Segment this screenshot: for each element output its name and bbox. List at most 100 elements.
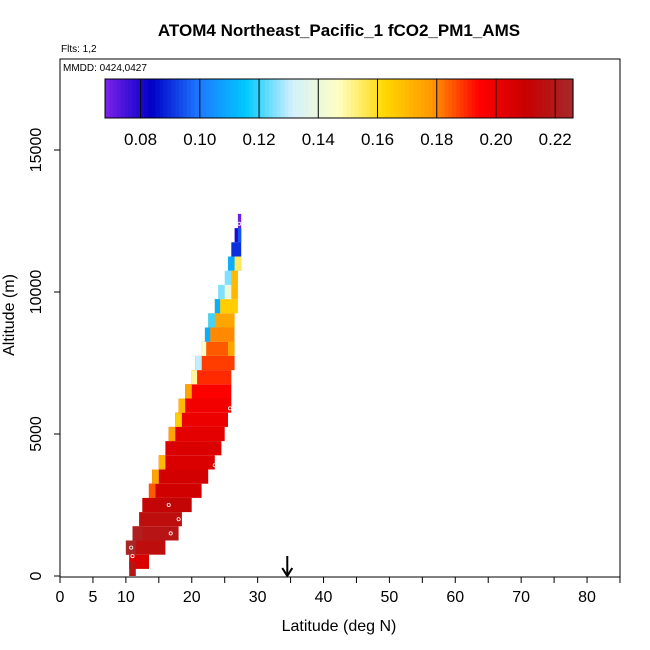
x-tick-label: 50 bbox=[381, 589, 399, 606]
colorbar-segment bbox=[124, 79, 129, 118]
profile-cell bbox=[168, 426, 225, 442]
colorbar-segment bbox=[565, 79, 570, 118]
x-tick-label: 0 bbox=[56, 589, 65, 606]
data-point bbox=[212, 463, 217, 468]
colorbar-segment bbox=[218, 79, 223, 118]
profile-cell bbox=[165, 441, 222, 456]
colorbar-segment bbox=[264, 79, 270, 118]
colorbar-segment bbox=[214, 79, 219, 118]
colorbar-segment bbox=[401, 79, 406, 118]
profile-cells bbox=[125, 213, 242, 569]
colorbar-segment bbox=[151, 79, 157, 118]
colorbar-segment bbox=[186, 79, 192, 118]
colorbar-segment bbox=[245, 79, 250, 118]
data-point bbox=[166, 502, 171, 507]
colorbar-segment bbox=[374, 79, 379, 118]
accent-cell bbox=[191, 370, 198, 385]
colorbar-segment bbox=[557, 79, 562, 118]
colorbar-segment bbox=[276, 79, 282, 118]
colorbar-tick-label: 0.18 bbox=[420, 130, 453, 149]
profile-cell bbox=[214, 299, 238, 314]
colorbar-segment bbox=[397, 79, 402, 118]
profile-cell bbox=[148, 483, 202, 498]
colorbar-segment bbox=[202, 79, 207, 118]
colorbar-segment bbox=[350, 79, 356, 118]
colorbar-segment bbox=[261, 79, 266, 118]
colorbar-segment bbox=[537, 79, 543, 118]
colorbar-segment bbox=[307, 79, 313, 118]
colorbar: 0.08 0.10 0.12 0.14 0.16 0.18 0.20 0.22 bbox=[104, 78, 574, 149]
colorbar-segment bbox=[385, 79, 391, 118]
accent-cell bbox=[204, 327, 211, 342]
profile-cell bbox=[231, 242, 242, 257]
colorbar-segment bbox=[381, 79, 387, 118]
accent-cell bbox=[168, 426, 176, 442]
profile-cell bbox=[191, 370, 232, 385]
latitude-marker-arrow bbox=[281, 556, 294, 578]
colorbar-tick-label: 0.12 bbox=[242, 130, 275, 149]
profile-cell bbox=[204, 327, 235, 342]
flights-label: Flts: 1,2 bbox=[61, 44, 97, 55]
colorbar-tick-label: 0.08 bbox=[124, 130, 157, 149]
colorbar-segment bbox=[463, 79, 469, 118]
colorbar-segment bbox=[479, 79, 484, 118]
accent-cell bbox=[208, 313, 215, 328]
x-tick-label: 10 bbox=[117, 589, 135, 606]
x-tick-label: 40 bbox=[315, 589, 333, 606]
colorbar-segment bbox=[502, 79, 508, 118]
colorbar-segment bbox=[378, 79, 383, 118]
colorbar-segment bbox=[300, 79, 305, 118]
colorbar-segment bbox=[331, 79, 336, 118]
y-tick-label: 0 bbox=[28, 571, 45, 580]
colorbar-segment bbox=[530, 79, 535, 118]
accent-cell bbox=[234, 256, 242, 271]
colorbar-segment bbox=[569, 79, 574, 118]
y-tick-label: 5000 bbox=[28, 416, 45, 452]
colorbar-segment bbox=[448, 79, 453, 118]
colorbar-segment bbox=[444, 79, 449, 118]
colorbar-segment bbox=[467, 79, 473, 118]
colorbar-segment bbox=[171, 79, 176, 118]
colorbar-segment bbox=[120, 79, 126, 118]
data-point bbox=[130, 554, 135, 559]
x-tick-label: 5 bbox=[88, 589, 97, 606]
accent-cell bbox=[178, 398, 186, 413]
profile-cell bbox=[152, 469, 209, 484]
accent-cell bbox=[231, 270, 238, 285]
colorbar-segment bbox=[280, 79, 285, 118]
colorbar-segment bbox=[335, 79, 340, 118]
colorbar-segment bbox=[432, 79, 438, 118]
accent-cell bbox=[237, 228, 242, 243]
data-point bbox=[227, 406, 232, 411]
colorbar-segment bbox=[506, 79, 512, 118]
colorbar-segment bbox=[553, 79, 558, 118]
colorbar-segment bbox=[225, 79, 231, 118]
accent-cell bbox=[125, 540, 136, 555]
colorbar-segment bbox=[303, 79, 309, 118]
colorbar-segment bbox=[518, 79, 523, 118]
marker-head bbox=[281, 567, 294, 578]
x-tick-label: 60 bbox=[446, 589, 464, 606]
colorbar-segment bbox=[167, 79, 172, 118]
accent-cell bbox=[129, 561, 136, 576]
x-tick-label: 20 bbox=[183, 589, 201, 606]
colorbar-segment bbox=[206, 79, 211, 118]
y-tick-label: 10000 bbox=[28, 270, 45, 315]
colorbar-segment bbox=[405, 79, 410, 118]
data-point bbox=[168, 531, 173, 536]
colorbar-segment bbox=[409, 79, 414, 118]
colorbar-segment bbox=[440, 79, 445, 118]
colorbar-segment bbox=[241, 79, 246, 118]
colorbar-segment bbox=[541, 79, 547, 118]
accent-cell bbox=[195, 355, 202, 371]
colorbar-segment bbox=[183, 79, 188, 118]
colorbar-segment bbox=[210, 79, 215, 118]
accent-cells bbox=[125, 228, 242, 576]
colorbar-segment bbox=[417, 79, 422, 118]
colorbar-segment bbox=[105, 79, 110, 118]
colorbar-tick-label: 0.10 bbox=[183, 130, 216, 149]
colorbar-segment bbox=[268, 79, 274, 118]
colorbar-segment bbox=[237, 79, 243, 118]
colorbar-segment bbox=[483, 79, 488, 118]
